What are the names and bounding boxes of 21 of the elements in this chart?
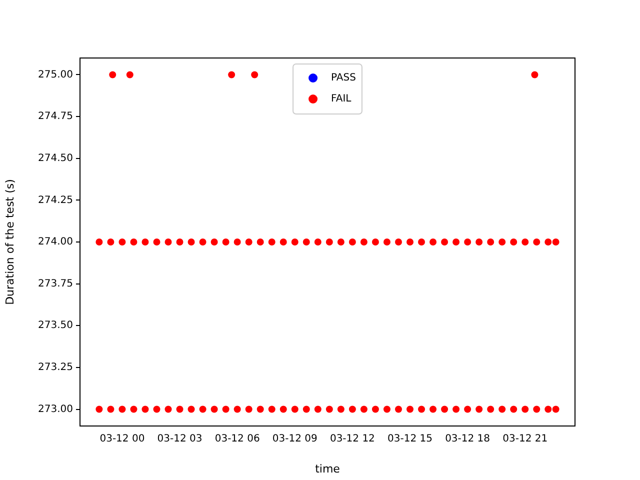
x-tick-label: 03-12 03 <box>157 434 202 445</box>
x-tick-label: 03-12 12 <box>330 434 375 445</box>
y-tick-label: 275.00 <box>38 69 73 80</box>
legend-label: FAIL <box>331 94 352 105</box>
x-tick-label: 03-12 18 <box>445 434 490 445</box>
y-tick-label: 273.75 <box>38 278 73 290</box>
y-tick-label: 273.25 <box>38 362 73 374</box>
y-axis-title: Duration of the test (s) <box>3 179 16 305</box>
x-tick-label: 03-12 06 <box>214 434 260 445</box>
y-tick-label: 274.25 <box>38 194 73 206</box>
x-tick-label: 03-12 00 <box>100 434 145 445</box>
y-tick-label: 274.00 <box>38 236 73 248</box>
y-tick-label: 273.50 <box>38 320 73 332</box>
x-tick-label: 03-12 21 <box>502 434 548 445</box>
x-tick-label: 03-12 09 <box>272 434 318 445</box>
x-tick-label: 03-12 15 <box>388 434 432 445</box>
y-tick-label: 273.00 <box>38 404 73 415</box>
y-tick-label: 274.50 <box>38 152 73 164</box>
x-axis-title: time <box>315 462 340 476</box>
y-tick-label: 274.75 <box>38 111 73 122</box>
legend-label: PASS <box>331 72 356 84</box>
